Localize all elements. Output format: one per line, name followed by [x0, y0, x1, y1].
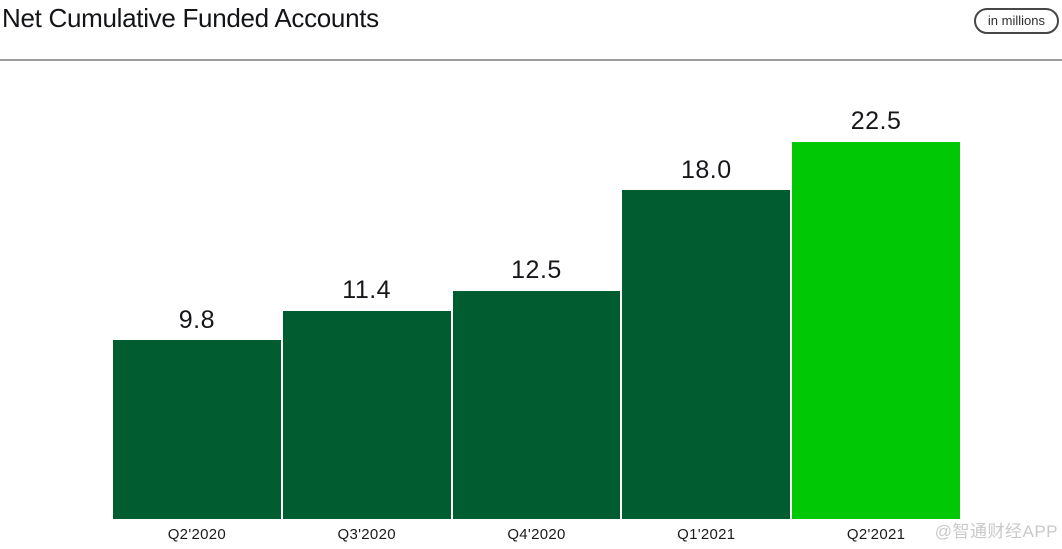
bar-value-label: 9.8: [178, 305, 216, 334]
bar-value-label: 11.4: [342, 276, 392, 305]
bar-value-label: 18.0: [680, 155, 732, 184]
bar: [282, 310, 451, 519]
bar-column: 12.5: [452, 108, 621, 519]
bar-value-label: 12.5: [511, 256, 562, 285]
bar-value-label: 22.5: [850, 107, 902, 135]
watermark: @智通财经APP: [934, 522, 1058, 541]
bar-column: 11.4: [282, 108, 451, 519]
bar-column: 18.0: [622, 108, 791, 519]
bar-column: 9.8: [113, 108, 281, 519]
chart-title: Net Cumulative Funded Accounts: [2, 3, 379, 33]
x-axis-label: Q3'2020: [337, 526, 396, 543]
x-axis-label: Q2'2021: [846, 526, 906, 543]
bar: [622, 190, 791, 519]
chart-header: Net Cumulative Funded Accounts in millio…: [0, 0, 1062, 61]
x-axis-label: Q2'2020: [167, 526, 227, 543]
bar: [113, 340, 281, 519]
unit-badge: in millions: [973, 8, 1059, 34]
chart-area: 9.8 11.4 12.5 18.0 22.5 Q2'2020 Q3'2020 Q4'202…: [113, 107, 960, 543]
bar-column: 22.5: [792, 107, 960, 519]
plot-area: 9.8 11.4 12.5 18.0 22.5: [113, 107, 960, 519]
bar: [792, 141, 960, 519]
x-axis-labels: Q2'2020 Q3'2020 Q4'2020 Q1'2021 Q2'2021: [113, 519, 960, 543]
x-axis-label: Q1'2021: [677, 526, 736, 543]
bar: [452, 290, 621, 519]
x-axis-label: Q4'2020: [507, 526, 566, 543]
